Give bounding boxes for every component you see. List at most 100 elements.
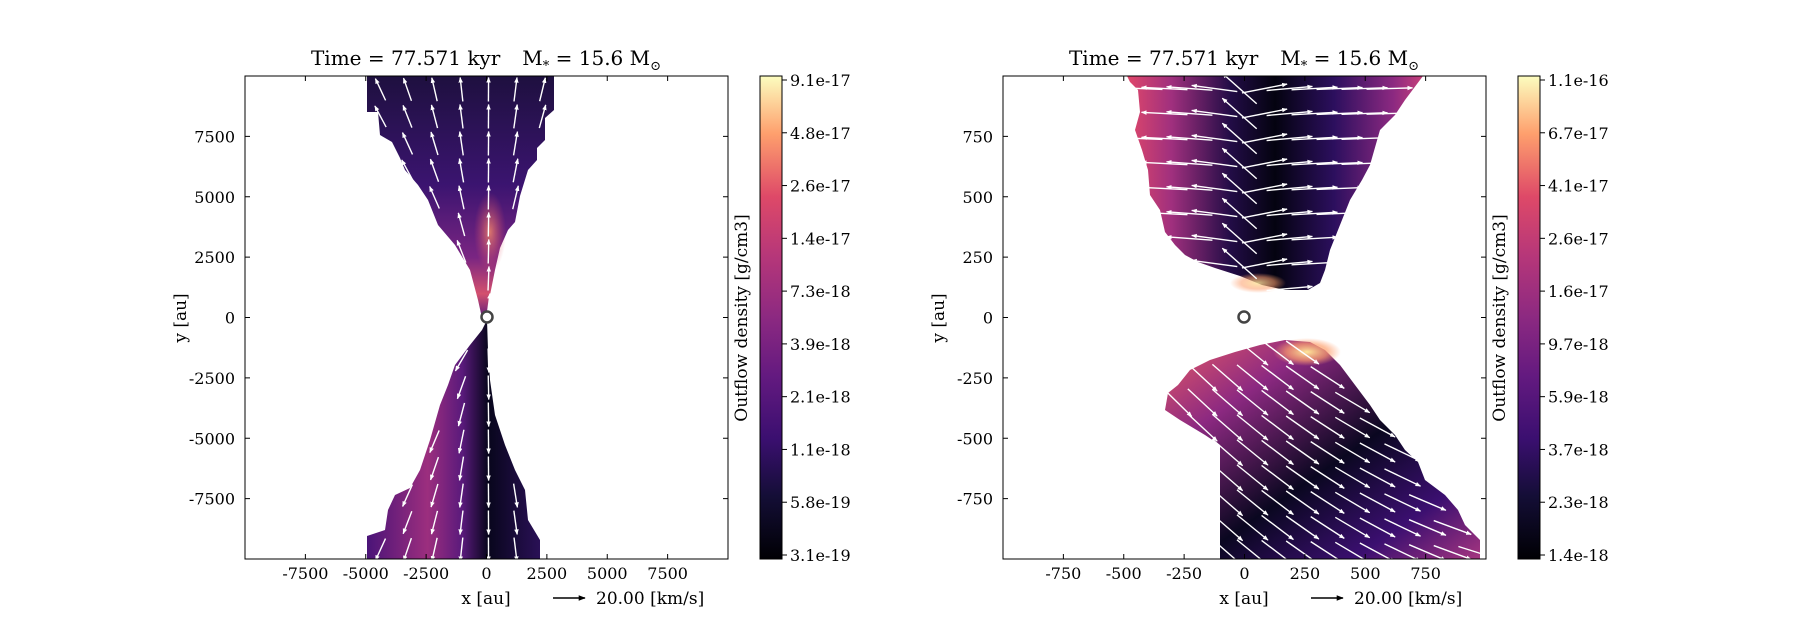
velocity-arrow xyxy=(1140,85,1188,91)
velocity-arrow xyxy=(1266,234,1313,242)
velocity-arrow xyxy=(1334,416,1371,439)
velocity-arrow xyxy=(1191,258,1238,268)
velocity-arrow xyxy=(1211,538,1237,559)
colorbar-tick-label: 9.7e-18 xyxy=(1548,335,1609,354)
velocity-arrow xyxy=(486,375,491,401)
velocity-arrow xyxy=(1359,517,1396,538)
velocity-arrow xyxy=(1408,544,1447,559)
velocity-arrow xyxy=(1241,257,1288,269)
right-vector-key-label: 20.00 [km/s] xyxy=(1354,589,1462,609)
y-tick-label: -5000 xyxy=(189,429,235,448)
velocity-arrow xyxy=(486,348,491,374)
y-tick-label: 0 xyxy=(225,309,235,328)
velocity-arrow xyxy=(1261,414,1294,441)
velocity-arrow xyxy=(1166,134,1213,141)
velocity-arrow xyxy=(1310,441,1345,464)
velocity-arrow xyxy=(513,510,519,535)
velocity-arrow xyxy=(1140,135,1188,141)
velocity-arrow xyxy=(1191,83,1238,93)
x-tick-label: 5000 xyxy=(587,564,628,583)
colorbar-tick-label: 2.3e-18 xyxy=(1548,493,1609,512)
velocity-arrow xyxy=(1211,388,1244,417)
velocity-arrow xyxy=(1221,147,1258,180)
velocity-arrow xyxy=(454,349,469,372)
velocity-arrow xyxy=(1191,158,1238,168)
left-title: Time = 77.571 kyr M* = 15.6 M⊙ xyxy=(311,46,661,74)
velocity-arrow xyxy=(1140,160,1188,166)
right-panel: -750 -500 -250 0 250 500 750 750 500 250 0 -250 -500… xyxy=(929,46,1609,609)
velocity-arrow xyxy=(1384,543,1422,559)
velocity-arrow xyxy=(1166,234,1213,241)
right-top-lobe xyxy=(1127,76,1423,290)
velocity-arrow xyxy=(1291,185,1339,191)
velocity-arrow xyxy=(1359,417,1396,438)
velocity-arrow xyxy=(513,104,519,129)
velocity-arrow xyxy=(430,104,439,129)
velocity-arrow xyxy=(1211,363,1244,392)
colorbar-tick-label: 3.1e-19 xyxy=(790,546,851,565)
colorbar-tick-label: 3.7e-18 xyxy=(1548,440,1609,459)
x-tick-label: -500 xyxy=(1106,564,1142,583)
velocity-arrow xyxy=(513,537,519,559)
velocity-arrow xyxy=(1433,519,1472,536)
velocity-arrow xyxy=(1291,160,1339,166)
velocity-arrow xyxy=(1191,108,1238,118)
velocity-arrow xyxy=(1236,539,1262,559)
velocity-arrow xyxy=(538,104,547,129)
colorbar-tick-label: 5.9e-18 xyxy=(1548,388,1609,407)
velocity-arrow xyxy=(1291,210,1339,216)
velocity-arrow xyxy=(1191,183,1238,193)
y-tick-label: 250 xyxy=(962,248,993,267)
velocity-arrow xyxy=(1221,197,1258,230)
velocity-arrow xyxy=(512,483,519,508)
velocity-arrow xyxy=(430,131,439,156)
velocity-arrow xyxy=(1316,85,1364,91)
velocity-arrow xyxy=(1310,466,1345,489)
velocity-arrow xyxy=(1236,339,1269,366)
velocity-arrow xyxy=(1359,467,1396,488)
left-colorbar-label: Outflow density [g/cm3] xyxy=(732,214,752,421)
velocity-arrow xyxy=(1285,365,1320,390)
velocity-arrow xyxy=(401,159,414,182)
velocity-arrow xyxy=(1166,84,1213,91)
velocity-arrow xyxy=(1291,235,1339,241)
velocity-arrow xyxy=(429,430,440,454)
velocity-arrow xyxy=(1162,387,1193,418)
velocity-arrow xyxy=(458,77,464,102)
x-tick-label: 750 xyxy=(1410,564,1441,583)
velocity-arrow xyxy=(513,77,519,102)
velocity-arrow xyxy=(1316,160,1364,166)
velocity-arrow xyxy=(1266,159,1313,167)
left-axis-ticks: -7500 -5000 -2500 0 2500 5000 7500 7500 5000 2500… xyxy=(189,76,728,583)
velocity-arrow xyxy=(430,537,438,559)
velocity-arrow xyxy=(1316,185,1364,191)
velocity-arrow xyxy=(1316,110,1364,116)
velocity-arrow xyxy=(457,402,466,427)
velocity-arrow xyxy=(1221,97,1258,130)
x-tick-label: 0 xyxy=(481,564,491,583)
right-colorbar xyxy=(1517,75,1541,560)
right-velocity-field xyxy=(1115,76,1486,559)
x-tick-label: -5000 xyxy=(343,564,389,583)
velocity-arrow xyxy=(1334,491,1371,514)
velocity-arrow xyxy=(1334,466,1371,489)
velocity-arrow xyxy=(374,105,387,128)
velocity-arrow xyxy=(1261,339,1294,366)
velocity-arrow xyxy=(1316,210,1364,216)
velocity-arrow xyxy=(1211,463,1244,492)
velocity-arrow xyxy=(429,186,440,209)
right-title: Time = 77.571 kyr M* = 15.6 M⊙ xyxy=(1069,46,1419,74)
velocity-arrow xyxy=(430,510,439,535)
velocity-arrow xyxy=(1211,438,1244,467)
velocity-arrow xyxy=(1261,389,1294,416)
velocity-arrow xyxy=(458,456,465,481)
velocity-arrow xyxy=(458,158,465,183)
velocity-arrow xyxy=(512,185,520,210)
velocity-arrow xyxy=(1458,545,1486,556)
velocity-arrow xyxy=(1285,390,1320,415)
velocity-arrow xyxy=(512,131,519,156)
velocity-arrow xyxy=(458,104,464,129)
velocity-arrow xyxy=(1191,208,1238,218)
velocity-arrow xyxy=(1241,82,1288,94)
